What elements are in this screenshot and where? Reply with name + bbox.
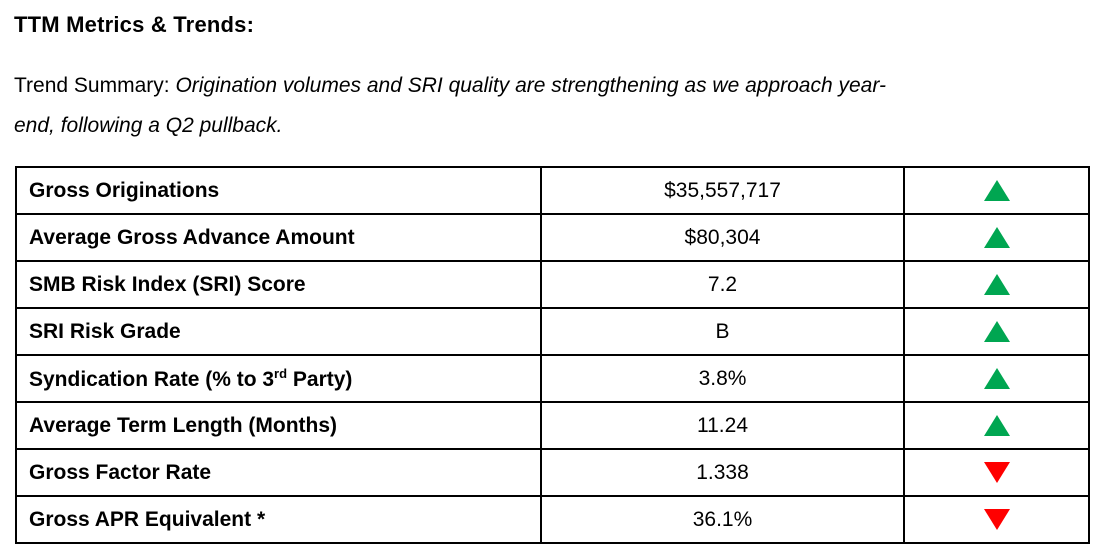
trend-up-icon [983, 274, 1010, 296]
metric-label-cell: SRI Risk Grade [15, 307, 542, 356]
table-row: Gross APR Equivalent * 36.1% [15, 495, 1090, 544]
metric-label-cell: Average Term Length (Months) [15, 401, 542, 450]
metric-value-cell: 36.1% [540, 495, 905, 544]
metrics-table: Gross Originations $35,557,717 Average G… [15, 166, 1090, 544]
metric-label-part: Party) [287, 367, 353, 391]
table-row: SRI Risk Grade B [15, 307, 1090, 356]
trend-summary-italic-line2: end, following a Q2 pullback. [14, 114, 283, 137]
document-page: { "heading": { "text": "TTM Metrics & Tr… [14, 12, 1090, 544]
metric-value-cell: 3.8% [540, 354, 905, 403]
metric-label-cell: Average Gross Advance Amount [15, 213, 542, 262]
metric-value-cell: $80,304 [540, 213, 905, 262]
metric-label-cell: Gross APR Equivalent * [15, 495, 542, 544]
table-row: Syndication Rate (% to 3rd Party) 3.8% [15, 354, 1090, 403]
table-row: Average Gross Advance Amount $80,304 [15, 213, 1090, 262]
trend-summary-italic-line1: Origination volumes and SRI quality are … [175, 74, 886, 97]
trend-up-icon [983, 180, 1010, 202]
metric-value-cell: $35,557,717 [540, 166, 905, 215]
metric-value-cell: 7.2 [540, 260, 905, 309]
metric-value-cell: B [540, 307, 905, 356]
table-row: Average Term Length (Months) 11.24 [15, 401, 1090, 450]
table-row: Gross Originations $35,557,717 [15, 166, 1090, 215]
metric-label-cell: SMB Risk Index (SRI) Score [15, 260, 542, 309]
table-row: SMB Risk Index (SRI) Score 7.2 [15, 260, 1090, 309]
trend-down-icon [983, 509, 1010, 531]
trend-up-icon [983, 321, 1010, 343]
trend-cell [903, 166, 1090, 215]
metric-label-part: Syndication Rate (% to 3 [29, 367, 275, 391]
trend-cell [903, 260, 1090, 309]
trend-up-icon [983, 227, 1010, 249]
trend-cell [903, 495, 1090, 544]
trend-cell [903, 354, 1090, 403]
trend-up-icon [983, 415, 1010, 437]
metric-label-cell: Gross Factor Rate [15, 448, 542, 497]
trend-up-icon [983, 368, 1010, 390]
table-row: Gross Factor Rate 1.338 [15, 448, 1090, 497]
trend-summary: Trend Summary: Origination volumes and S… [14, 66, 1084, 146]
trend-down-icon [983, 462, 1010, 484]
trend-cell [903, 401, 1090, 450]
metric-label-superscript: rd [274, 365, 288, 381]
trend-cell [903, 213, 1090, 262]
metric-value-cell: 11.24 [540, 401, 905, 450]
metric-label-cell: Gross Originations [15, 166, 542, 215]
section-title: TTM Metrics & Trends: [14, 12, 255, 37]
metric-label-cell: Syndication Rate (% to 3rd Party) [15, 354, 542, 403]
trend-summary-label: Trend Summary: [14, 74, 176, 97]
metric-value-cell: 1.338 [540, 448, 905, 497]
trend-cell [903, 307, 1090, 356]
trend-cell [903, 448, 1090, 497]
